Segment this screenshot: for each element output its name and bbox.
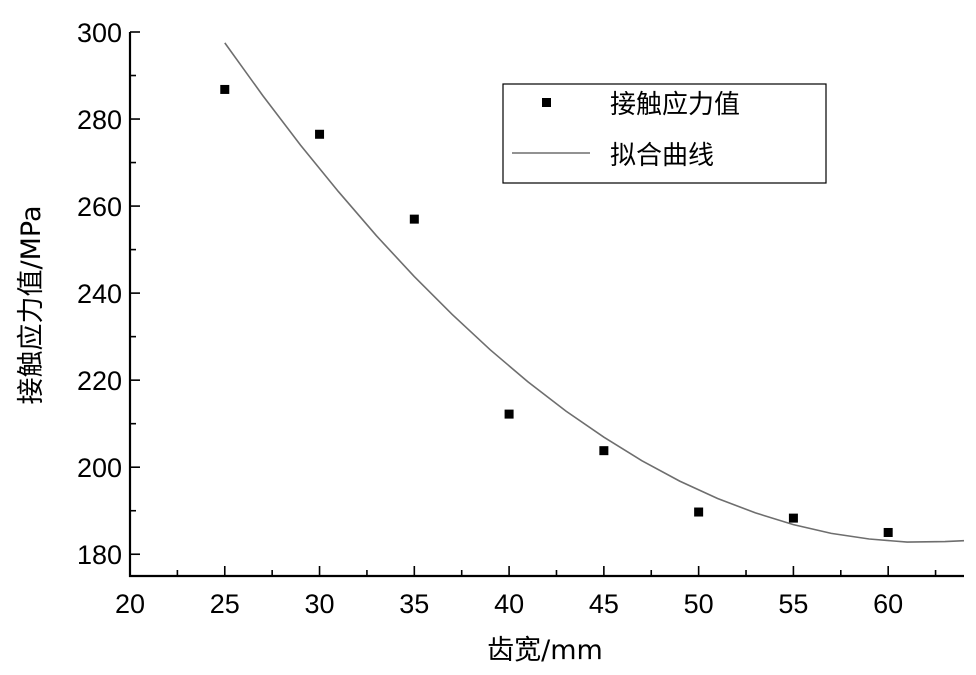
- legend-marker-points: [542, 98, 551, 107]
- x-tick-label: 35: [399, 589, 429, 619]
- x-tick-label: 55: [778, 589, 808, 619]
- x-tick-label: 45: [589, 589, 619, 619]
- data-point: [315, 129, 325, 139]
- x-tick-label: 50: [684, 589, 714, 619]
- data-point: [883, 527, 893, 537]
- data-point: [694, 507, 704, 517]
- y-tick-label: 240: [77, 279, 122, 309]
- data-point: [504, 409, 514, 419]
- y-tick-label: 300: [77, 18, 122, 48]
- data-point: [788, 513, 798, 523]
- y-tick-label: 260: [77, 192, 122, 222]
- x-tick-label: 40: [494, 589, 524, 619]
- legend: 接触应力值 拟合曲线: [502, 83, 827, 184]
- x-axis-title: 齿宽/mm: [487, 635, 603, 666]
- x-tick-label: 25: [210, 589, 240, 619]
- legend-label-points: 接触应力值: [610, 90, 740, 120]
- y-tick-label: 200: [77, 453, 122, 483]
- y-tick-label: 180: [77, 540, 122, 570]
- x-tick-label: 20: [115, 589, 145, 619]
- y-tick-label: 220: [77, 366, 122, 396]
- y-tick-label: 280: [77, 105, 122, 135]
- series-layer: [220, 42, 965, 543]
- data-point: [409, 214, 419, 224]
- x-tick-label: 30: [305, 589, 335, 619]
- x-tick-label: 60: [873, 589, 903, 619]
- legend-box: [502, 83, 827, 184]
- data-point: [599, 446, 609, 456]
- axes: 20 25 30 35 40 45 50 55 60 180 200 220 240 260 280 300: [77, 18, 964, 619]
- legend-label-line: 拟合曲线: [610, 141, 714, 171]
- y-axis-title: 接触应力值/MPa: [16, 205, 47, 404]
- fit-curve-line: [224, 42, 965, 543]
- data-point: [220, 84, 230, 94]
